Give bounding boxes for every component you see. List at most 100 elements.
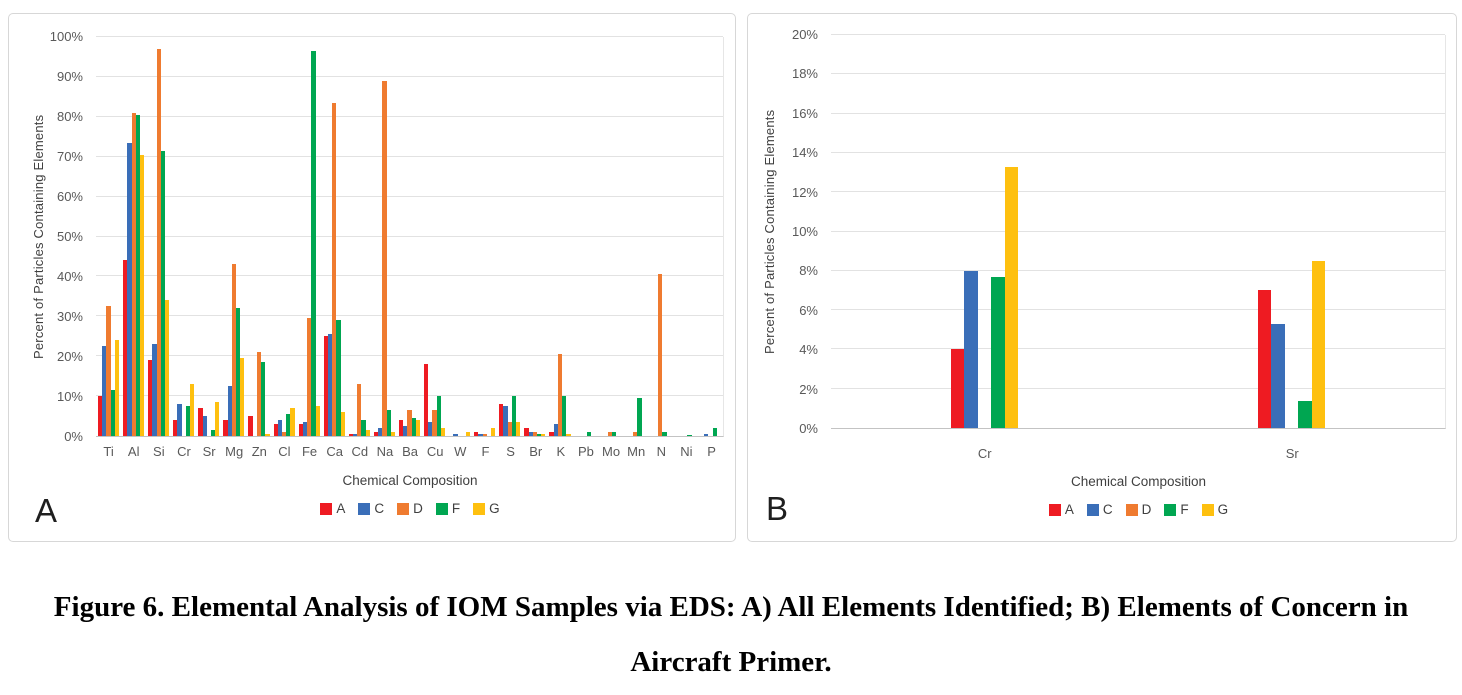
bar-f-fe bbox=[311, 50, 316, 436]
bar-group-cr bbox=[171, 37, 196, 436]
gridline bbox=[96, 395, 723, 397]
bar-d-f bbox=[482, 434, 487, 436]
bar-f-k bbox=[562, 396, 567, 436]
gridline bbox=[831, 230, 1445, 232]
bar-f-cr bbox=[185, 406, 191, 436]
bar-d-br bbox=[532, 432, 537, 436]
y-tick-label: 30% bbox=[56, 309, 83, 324]
x-tick-label-br: Br bbox=[529, 444, 543, 459]
bar-g-cl bbox=[290, 408, 295, 436]
gridline bbox=[831, 348, 1445, 350]
bar-f-s bbox=[511, 396, 517, 436]
bar-g-br bbox=[541, 434, 546, 436]
x-tick-label-w: W bbox=[454, 444, 467, 459]
y-tick-label: 12% bbox=[791, 184, 818, 200]
bar-d-n bbox=[658, 274, 663, 436]
bar-group-fe bbox=[297, 37, 322, 436]
bar-d-k bbox=[557, 354, 563, 436]
bar-d-ca bbox=[332, 102, 337, 436]
bar-a-ba bbox=[398, 420, 404, 436]
bar-a-cd bbox=[348, 434, 353, 436]
legend-item-c: C bbox=[358, 501, 384, 516]
bar-a-sr bbox=[1257, 290, 1272, 428]
x-tick-label-pb: Pb bbox=[577, 444, 594, 459]
bar-f-pb bbox=[587, 432, 592, 436]
legend-label-c: C bbox=[1102, 502, 1113, 517]
bar-f-ti bbox=[110, 390, 115, 436]
bar-c-mg bbox=[227, 386, 232, 436]
legend-item-g: G bbox=[1201, 502, 1228, 517]
y-tick-label: 2% bbox=[799, 381, 818, 397]
x-labels: Cr Sr bbox=[831, 446, 1446, 461]
legend-swatch-d bbox=[397, 502, 410, 515]
bar-g-k bbox=[566, 434, 571, 436]
bar-f-cu bbox=[436, 396, 441, 436]
y-tick-label: 100% bbox=[49, 29, 83, 44]
bar-group-al bbox=[121, 37, 146, 436]
x-tick-label-zn: Zn bbox=[251, 444, 267, 459]
legend-label-c: C bbox=[374, 501, 385, 516]
legend-swatch-f bbox=[1164, 503, 1177, 516]
x-tick-label-na: Na bbox=[376, 444, 394, 459]
bar-g-w bbox=[465, 432, 471, 436]
bar-d-ba bbox=[407, 410, 412, 436]
y-tick-label: 10% bbox=[56, 389, 83, 404]
bar-c-br bbox=[528, 432, 533, 436]
bar-d-al bbox=[131, 112, 136, 436]
gridline bbox=[831, 34, 1445, 35]
bar-d-cd bbox=[357, 384, 362, 436]
gridline bbox=[96, 195, 723, 197]
bar-a-ti bbox=[98, 396, 103, 436]
bar-f-br bbox=[536, 434, 542, 436]
gridline bbox=[96, 75, 723, 77]
bar-g-ti bbox=[114, 340, 120, 436]
x-tick-label-n: N bbox=[656, 444, 666, 459]
bar-d-mn bbox=[633, 432, 638, 436]
legend-label-f: F bbox=[451, 501, 461, 516]
bar-f-mg bbox=[236, 308, 241, 436]
legend-label-g: G bbox=[489, 501, 500, 516]
bar-a-al bbox=[123, 260, 128, 436]
gridline bbox=[96, 115, 723, 117]
bar-d-cu bbox=[432, 410, 437, 436]
x-tick-label-al: Al bbox=[127, 444, 140, 459]
legend-swatch-d bbox=[1125, 503, 1138, 516]
gridline bbox=[831, 73, 1445, 75]
y-axis: 0% 2% 4% 6% 8% 10% 12% 14% 16% 18% 20% bbox=[748, 27, 824, 436]
y-tick-label: 8% bbox=[799, 263, 818, 279]
bar-g-cu bbox=[440, 428, 446, 436]
legend-label-d: D bbox=[413, 501, 423, 516]
legend-item-f: F bbox=[1164, 502, 1189, 517]
bar-d-fe bbox=[307, 318, 312, 436]
x-tick-label-cr: Cr bbox=[177, 444, 191, 459]
legend-item-a: A bbox=[1048, 502, 1074, 517]
y-axis: 0% 10% 20% 30% 40% 50% 60% 70% 80% 90% 100% bbox=[9, 29, 89, 444]
y-tick-label: 10% bbox=[791, 224, 818, 239]
bar-a-k bbox=[549, 432, 554, 436]
bar-f-cl bbox=[286, 414, 291, 436]
y-tick-label: 70% bbox=[56, 149, 83, 164]
bar-d-s bbox=[507, 422, 512, 436]
bar-a-br bbox=[524, 428, 529, 436]
gridline bbox=[96, 235, 723, 237]
y-tick-label: 40% bbox=[56, 269, 83, 284]
legend-item-a: A bbox=[320, 501, 345, 516]
bar-d-na bbox=[382, 80, 387, 436]
bar-d-mg bbox=[231, 264, 237, 436]
bar-f-n bbox=[662, 432, 667, 436]
bar-g-si bbox=[165, 300, 170, 436]
y-tick-label: 20% bbox=[791, 27, 818, 42]
bar-group-mg bbox=[221, 37, 246, 436]
legend-item-d: D bbox=[397, 501, 423, 516]
bar-group-cr bbox=[831, 35, 1138, 428]
x-tick-label-fe: Fe bbox=[301, 444, 318, 459]
y-tick-label: 14% bbox=[791, 145, 818, 161]
bar-f-mo bbox=[612, 432, 617, 436]
bar-c-cu bbox=[428, 422, 433, 436]
panel-letter-b: B bbox=[766, 490, 789, 527]
bar-f-mn bbox=[637, 398, 642, 436]
bar-f-al bbox=[135, 114, 140, 436]
legend-label-d: D bbox=[1141, 502, 1152, 517]
x-axis-title: Chemical Composition bbox=[342, 473, 478, 488]
